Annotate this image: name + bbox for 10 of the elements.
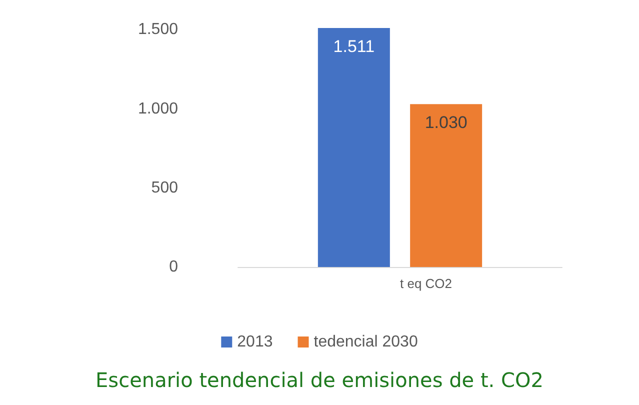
x-tick-label: t eq CO2 [400, 276, 452, 291]
text: Escenario tendencial de emisiones de t. CO2 [96, 368, 544, 392]
data-label: 1.030 [424, 113, 468, 132]
y-tick-label: 1.500 [138, 21, 178, 38]
data-label: 1.511 [333, 37, 375, 56]
legend-label: tedencial 2030 [314, 334, 418, 350]
y-tick-label: 1.000 [138, 100, 178, 118]
y-tick-label: 500 [151, 179, 178, 196]
y-tick-label: 0 [169, 258, 178, 276]
legend-label: 2013 [237, 334, 273, 350]
